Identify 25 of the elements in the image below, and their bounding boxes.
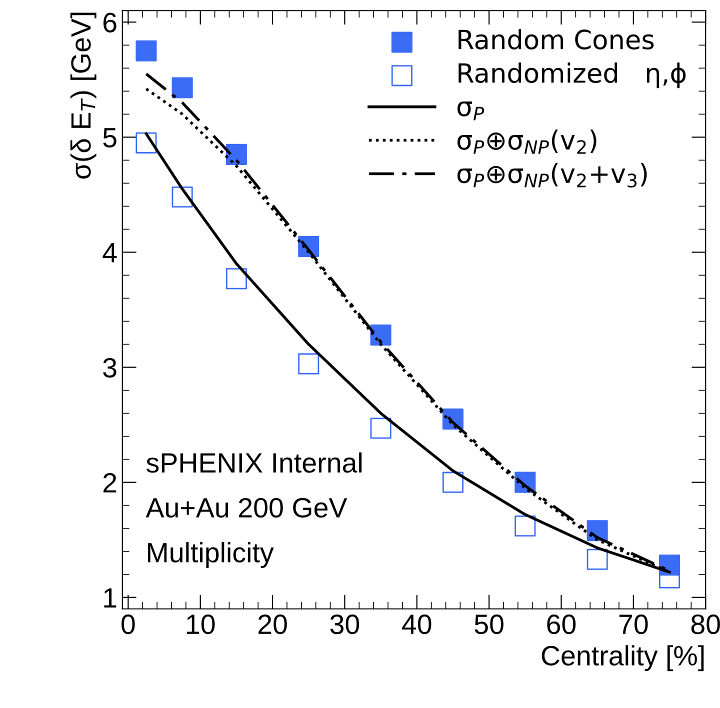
y-tick-label: 6 <box>104 12 116 32</box>
annotation: sPHENIX Internal <box>146 452 362 473</box>
y-axis-title: σ(δ E$_{T}$) [GeV] <box>70 12 96 179</box>
y-tick-label: 3 <box>103 358 116 378</box>
x-axis-title: Centrality [%] <box>542 645 704 672</box>
y-tick-label: 1 <box>104 588 116 608</box>
text: σ$_{P}$⊕σ$_{NP}$(v$_{2}$+v$_{3}$) <box>457 162 647 188</box>
y-tick-label: 2 <box>103 472 116 492</box>
x-tick-label: 40 <box>402 614 432 634</box>
x-tick-label: 80 <box>691 614 720 634</box>
x-tick-label: 20 <box>258 614 287 634</box>
x-tick-label: 10 <box>187 614 215 634</box>
x-tick-label: 70 <box>619 614 648 634</box>
annotation: Au+Au 200 GeV <box>146 498 348 518</box>
legend-label: Randomized η,ϕ <box>458 62 686 88</box>
legend-label: Random Cones <box>458 29 654 50</box>
x-tick-label: 30 <box>330 614 360 634</box>
y-tick-label: 4 <box>102 243 117 262</box>
annotation: Multiplicity <box>148 542 274 568</box>
x-tick-label: 0 <box>122 614 135 634</box>
legend-label: σ$_{P}$⊕σ$_{NP}$(v$_{2}$) <box>457 129 596 154</box>
x-tick-label: 50 <box>474 614 504 634</box>
y-tick-label: 5 <box>103 128 116 148</box>
x-tick-label: 60 <box>547 614 576 634</box>
legend-label: σ$_{P}$ <box>457 102 484 120</box>
